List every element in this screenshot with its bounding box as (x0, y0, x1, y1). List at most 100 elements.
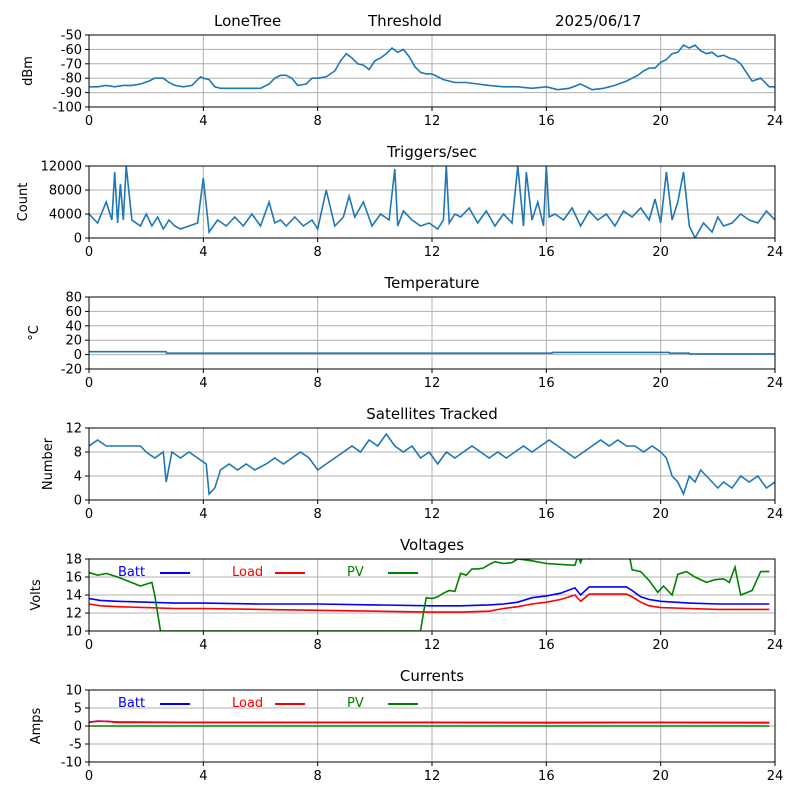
series-line (89, 432, 775, 497)
y-tick-label: 10 (65, 684, 82, 699)
x-tick-label: 0 (85, 769, 93, 784)
y-axis-label: Count (16, 183, 31, 222)
series-line-load (89, 720, 770, 724)
y-tick-label: 5 (74, 702, 82, 717)
panel-title: Temperature (383, 274, 479, 292)
panel-5: 0 4 8 12 16 20 24 10 12 14 16 18 Voltages Volts Batt Lo… (29, 536, 783, 653)
x-tick-label: 4 (199, 114, 207, 129)
series-line-batt (89, 586, 770, 607)
y-tick-label: 4000 (49, 208, 82, 223)
x-tick-label: 24 (767, 638, 784, 653)
y-tick-label: 80 (65, 291, 82, 306)
x-tick-label: 16 (538, 507, 555, 522)
x-tick-label: 12 (424, 507, 441, 522)
x-tick-label: 16 (538, 769, 555, 784)
x-tick-label: 4 (199, 376, 207, 391)
y-tick-label: -60 (61, 43, 82, 58)
series-line-load (89, 593, 770, 613)
legend-label-load: Load (232, 565, 263, 580)
x-tick-label: 0 (85, 638, 93, 653)
x-tick-label: 20 (652, 245, 669, 260)
panel-title: Triggers/sec (386, 143, 477, 161)
y-tick-label: -5 (69, 738, 82, 753)
x-tick-label: 8 (314, 507, 322, 522)
x-tick-label: 16 (538, 114, 555, 129)
panel-title: Voltages (400, 536, 464, 554)
y-tick-label: -80 (61, 72, 82, 87)
x-tick-label: 4 (199, 245, 207, 260)
x-tick-label: 16 (538, 376, 555, 391)
x-tick-label: 8 (314, 114, 322, 129)
x-tick-label: 12 (424, 376, 441, 391)
x-tick-label: 20 (652, 376, 669, 391)
y-tick-label: 12000 (41, 160, 82, 175)
x-tick-label: 0 (85, 376, 93, 391)
x-tick-label: 8 (314, 769, 322, 784)
legend-label-load: Load (232, 696, 263, 711)
y-tick-label: 0 (74, 232, 82, 247)
y-tick-label: -20 (61, 363, 82, 378)
x-tick-label: 8 (314, 376, 322, 391)
y-tick-label: -50 (61, 29, 82, 44)
x-tick-label: 20 (652, 638, 669, 653)
x-tick-label: 12 (424, 245, 441, 260)
x-tick-label: 8 (314, 245, 322, 260)
y-tick-label: 12 (65, 607, 82, 622)
legend-label-pv: PV (347, 696, 364, 711)
date-label: 2025/06/17 (555, 12, 642, 30)
x-tick-label: 24 (767, 507, 784, 522)
y-tick-label: 0 (74, 348, 82, 363)
y-tick-label: 8 (74, 446, 82, 461)
y-axis-label: Number (41, 437, 56, 490)
y-tick-label: 8000 (49, 184, 82, 199)
x-tick-label: 4 (199, 638, 207, 653)
legend-label-batt: Batt (118, 565, 145, 580)
x-tick-label: 20 (652, 114, 669, 129)
panel-2: 0 4 8 12 16 20 24 0 4000 8000 12000 Triggers/sec Cou… (16, 143, 783, 260)
y-tick-label: 18 (65, 553, 82, 568)
y-tick-label: 20 (65, 334, 82, 349)
panel-4: 0 4 8 12 16 20 24 0 4 8 12 Satellites Tracked Number (41, 405, 783, 522)
x-tick-label: 4 (199, 769, 207, 784)
legend-label-batt: Batt (118, 696, 145, 711)
panel-title: Currents (400, 667, 464, 685)
y-tick-label: 10 (65, 625, 82, 640)
legend-label-pv: PV (347, 565, 364, 580)
y-tick-label: -90 (61, 86, 82, 101)
panel-title: Satellites Tracked (366, 405, 497, 423)
y-tick-label: -100 (52, 101, 82, 116)
y-tick-label: 0 (74, 494, 82, 509)
x-tick-label: 12 (424, 114, 441, 129)
x-tick-label: 12 (424, 769, 441, 784)
mode-label: Threshold (368, 12, 442, 30)
series-line (89, 166, 775, 238)
x-tick-label: 24 (767, 114, 784, 129)
y-tick-label: 40 (65, 319, 82, 334)
y-axis-label: °C (27, 325, 42, 341)
series-line-pv (89, 559, 770, 631)
panel-6: 0 4 8 12 16 20 24 -10 -5 0 5 10 Currents Amps Batt Load… (29, 667, 783, 784)
series-line (89, 44, 775, 91)
x-tick-label: 8 (314, 638, 322, 653)
y-tick-label: -70 (61, 57, 82, 72)
x-tick-label: 16 (538, 245, 555, 260)
x-tick-label: 20 (652, 507, 669, 522)
x-tick-label: 12 (424, 638, 441, 653)
y-tick-label: 12 (65, 422, 82, 437)
x-tick-label: 24 (767, 376, 784, 391)
x-tick-label: 4 (199, 507, 207, 522)
x-tick-label: 0 (85, 114, 93, 129)
x-tick-label: 20 (652, 769, 669, 784)
station-name: LoneTree (214, 12, 282, 30)
x-tick-label: 16 (538, 638, 555, 653)
x-tick-label: 24 (767, 245, 784, 260)
y-tick-label: 16 (65, 571, 82, 586)
y-tick-label: -10 (61, 756, 82, 771)
panel-1: 0 4 8 12 16 20 24 -100-90-80-70-60-50 dBm (21, 29, 783, 130)
x-tick-label: 24 (767, 769, 784, 784)
y-tick-label: 0 (74, 720, 82, 735)
y-axis-label: Amps (29, 707, 44, 744)
